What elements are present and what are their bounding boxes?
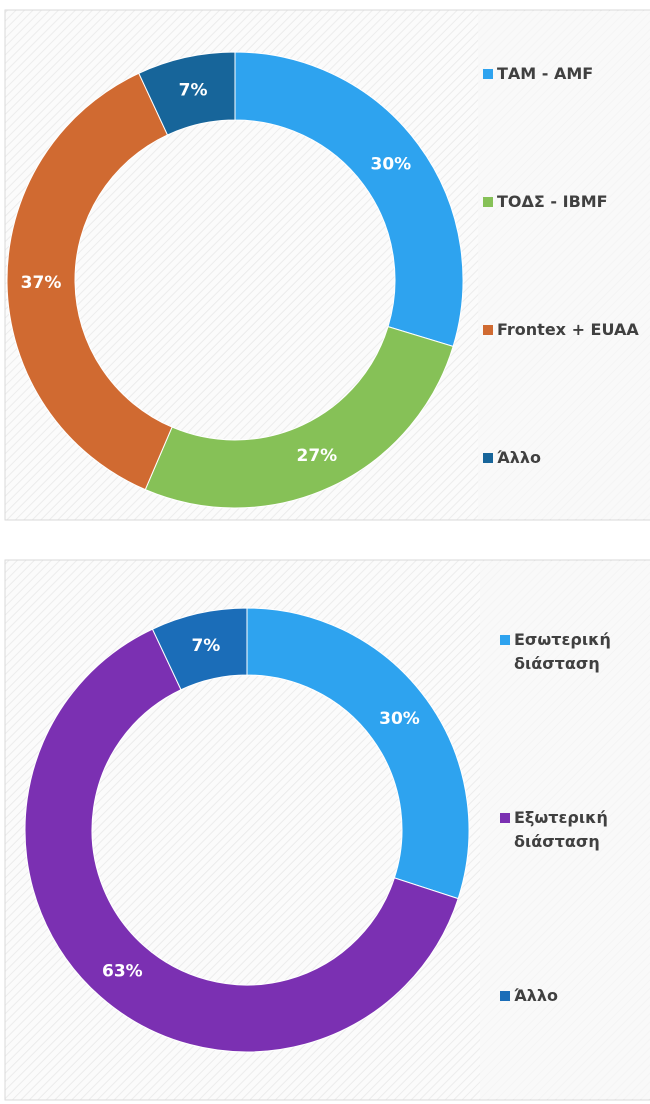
legend-label: Εσωτερική διάσταση	[514, 630, 611, 673]
donut-slice	[234, 51, 464, 348]
slice-label: 7%	[179, 81, 208, 101]
legend-swatch	[483, 197, 493, 207]
legend-item: Frontex + EUAA	[483, 318, 643, 342]
legend-label: Εξωτερική διάσταση	[514, 808, 608, 851]
donut-slice	[138, 51, 236, 136]
slice-label: 37%	[21, 273, 62, 293]
donut-slice	[151, 607, 248, 691]
legend-label: Frontex + EUAA	[497, 320, 639, 339]
legend-label: Άλλο	[497, 448, 541, 467]
legend-panel	[478, 11, 650, 519]
legend-label: ΤΑΜ - AMF	[497, 64, 594, 83]
legend-swatch	[483, 453, 493, 463]
legend-item: Εσωτερική διάσταση	[500, 628, 630, 676]
legend-panel	[480, 561, 650, 1099]
slice-label: 30%	[379, 709, 420, 729]
legend-item: Άλλο	[483, 446, 643, 470]
legend-swatch	[483, 325, 493, 335]
legend-swatch	[500, 635, 510, 645]
slice-label: 7%	[191, 636, 220, 656]
donut-slice	[24, 628, 459, 1053]
legend-swatch	[483, 69, 493, 79]
legend-label: ΤΟΔΣ - IBMF	[497, 192, 608, 211]
legend-item: Άλλο	[500, 984, 630, 1008]
slice-label: 27%	[296, 446, 337, 466]
donut-slice	[246, 607, 470, 900]
legend-label: Άλλο	[514, 986, 558, 1005]
legend-item: ΤΟΔΣ - IBMF	[483, 190, 643, 214]
legend-item: ΤΑΜ - AMF	[483, 62, 643, 86]
donut-slice	[144, 325, 454, 509]
donut-slice	[6, 72, 173, 491]
legend-swatch	[500, 991, 510, 1001]
slice-label: 63%	[102, 961, 143, 981]
legend-swatch	[500, 813, 510, 823]
legend-item: Εξωτερική διάσταση	[500, 806, 630, 854]
slice-label: 30%	[371, 155, 412, 175]
